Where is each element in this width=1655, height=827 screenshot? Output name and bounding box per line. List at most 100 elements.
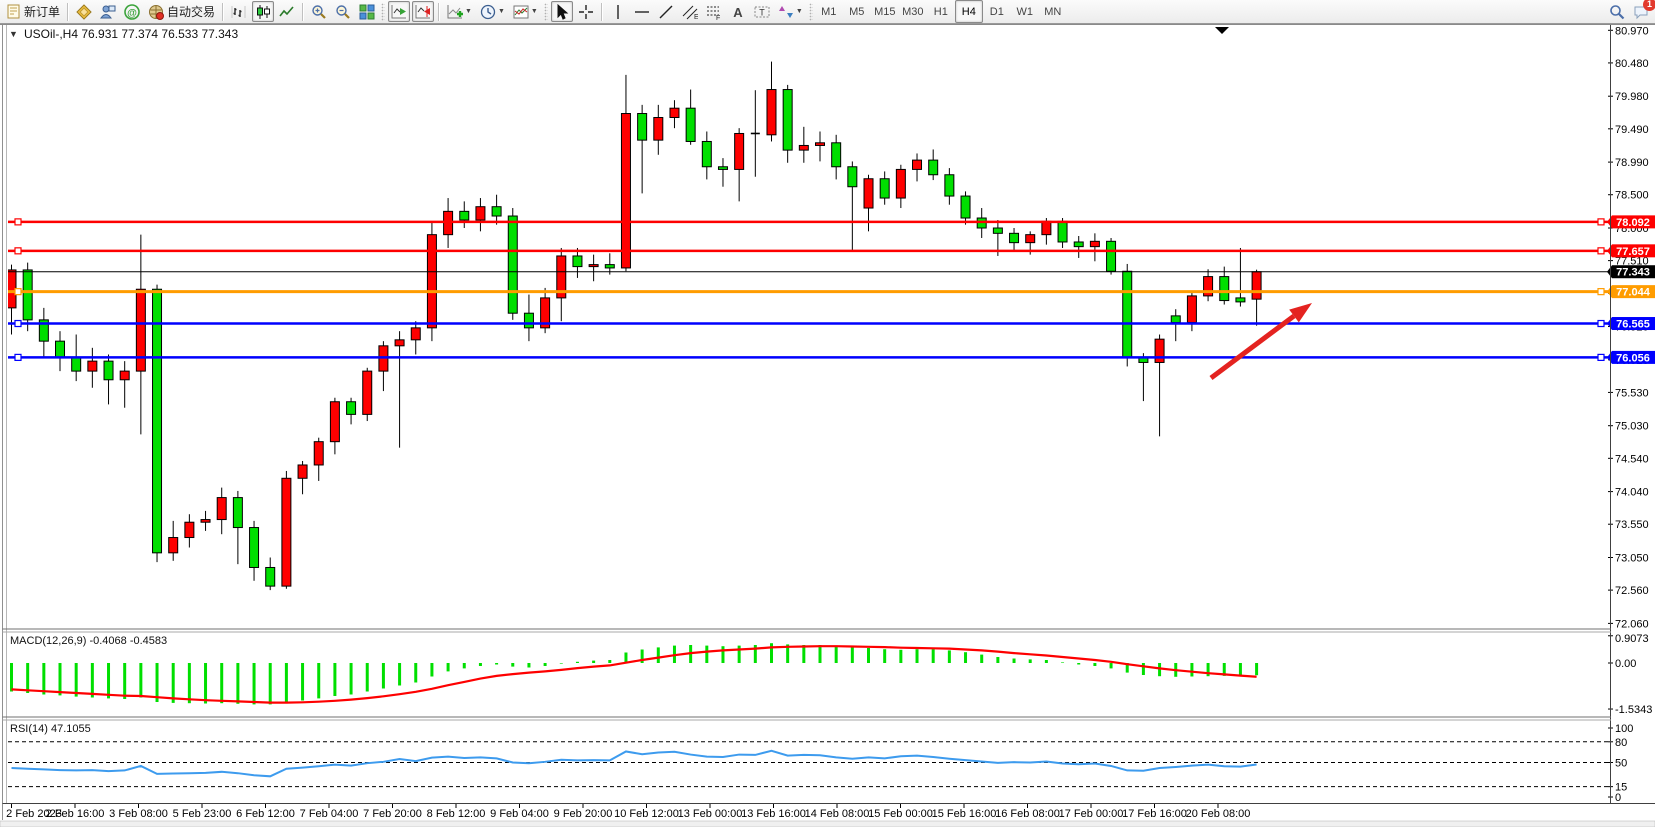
terminal-button[interactable]: @ <box>121 1 143 22</box>
price-line-label: 78.092 <box>1607 215 1655 229</box>
candle-down <box>831 142 842 168</box>
hline-handle[interactable] <box>1597 319 1605 328</box>
vline-icon <box>610 4 626 20</box>
macd-label: MACD(12,26,9) -0.4068 -0.4583 <box>10 635 167 647</box>
indicators-button[interactable]: ▼ <box>444 1 475 22</box>
market-watch-button[interactable] <box>73 1 95 22</box>
candle-down <box>523 312 534 329</box>
candle-up <box>1025 234 1036 244</box>
time-tick: 5 Feb 23:00 <box>173 808 232 820</box>
new-order-button[interactable]: 新订单 <box>3 1 63 22</box>
zoom-in-button[interactable] <box>308 1 330 22</box>
auto-trading-button-label: 自动交易 <box>167 5 216 19</box>
candle-up <box>216 497 227 521</box>
chart-canvas[interactable]: ▼ USOil-,H4 76.931 77.374 76.533 77.343 MA… <box>0 24 1655 827</box>
rsi-tick: 15 <box>1615 782 1627 794</box>
chart-dropdown-icon[interactable]: ▼ <box>9 29 18 39</box>
candle-up <box>556 255 567 299</box>
candle-down <box>717 166 728 170</box>
candle-up <box>1154 338 1165 363</box>
macd-tick: 0.00 <box>1615 658 1636 670</box>
timeframe-button-h4[interactable]: H4 <box>954 0 983 23</box>
svg-text:77.657: 77.657 <box>1616 246 1650 258</box>
arrow-annotation[interactable] <box>1209 303 1312 381</box>
hline-handle[interactable] <box>14 319 22 328</box>
periods-icon <box>480 4 496 20</box>
candle-up <box>540 297 551 329</box>
text-label-button[interactable]: T <box>751 1 773 22</box>
timeframe-button-w1[interactable]: W1 <box>1016 5 1034 18</box>
timeframe-button-m15[interactable]: M15 <box>874 5 896 18</box>
templates-button[interactable]: ▼ <box>510 1 541 22</box>
macd-tick: 0.9073 <box>1615 633 1649 645</box>
time-tick: 10 Feb 12:00 <box>614 808 679 820</box>
bar-chart-button[interactable] <box>228 1 250 22</box>
time-tick: 2 Feb 16:00 <box>46 808 105 820</box>
search-button[interactable] <box>1606 1 1628 22</box>
candle-down <box>103 360 114 381</box>
hline-handle[interactable] <box>1597 247 1605 255</box>
hline-handle[interactable] <box>1597 353 1605 362</box>
timeframe-button-d1[interactable]: D1 <box>989 5 1004 18</box>
chart-window[interactable]: ▼ USOil-,H4 76.931 77.374 76.533 77.343 MA… <box>0 24 1655 827</box>
equidistant-channel-button[interactable]: E <box>679 1 701 22</box>
hline-handle[interactable] <box>1597 288 1605 296</box>
timeframe-button-m30[interactable]: M30 <box>902 5 924 18</box>
hline-handle[interactable] <box>14 288 22 296</box>
zoom-out-button[interactable] <box>332 1 354 22</box>
bar-chart-icon <box>231 4 247 20</box>
hline-handle[interactable] <box>1597 218 1605 226</box>
timeframe-button-m1[interactable]: M1 <box>821 5 837 18</box>
hline-handle[interactable] <box>14 247 22 255</box>
candlestick-icon <box>255 4 271 20</box>
candlestick-chart-button[interactable] <box>252 1 275 22</box>
auto-scroll-button[interactable] <box>388 1 411 22</box>
candle-down <box>992 227 1003 234</box>
text-button[interactable]: A <box>727 1 749 22</box>
horizontal-line-button[interactable] <box>631 1 653 22</box>
new-order-icon <box>6 4 21 19</box>
arrows-button[interactable]: ▼ <box>775 1 806 22</box>
rsi-label: RSI(14) 47.1055 <box>10 723 91 735</box>
line-chart-icon <box>279 4 295 20</box>
arrow-shaft[interactable] <box>1209 313 1296 381</box>
candle-up <box>426 234 437 329</box>
time-tick: 9 Feb 04:00 <box>490 808 549 820</box>
candle-up <box>766 89 777 136</box>
chart-shift-button[interactable] <box>412 1 435 22</box>
hline-objects[interactable] <box>8 218 1608 362</box>
candle-up <box>620 113 631 269</box>
candle-down <box>1073 241 1084 248</box>
svg-text:77.044: 77.044 <box>1616 287 1651 299</box>
line-chart-button[interactable] <box>276 1 298 22</box>
timeframe-button-mn[interactable]: MN <box>1044 5 1062 18</box>
vertical-line-button[interactable] <box>607 1 629 22</box>
templates-icon <box>513 4 529 20</box>
price-line-label: 76.056 <box>1607 350 1655 364</box>
chart-shift-marker[interactable] <box>1215 27 1229 34</box>
fibonacci-button[interactable]: F <box>703 1 725 22</box>
time-tick: 15 Feb 16:00 <box>932 808 997 820</box>
hline-handle[interactable] <box>14 353 22 362</box>
hline-handle[interactable] <box>14 218 22 226</box>
candle-up <box>734 132 745 170</box>
navigator-button[interactable] <box>97 1 119 22</box>
periods-button[interactable]: ▼ <box>477 1 508 22</box>
trendline-button[interactable] <box>655 1 677 22</box>
candle-up <box>895 168 906 199</box>
candle-up <box>588 264 599 268</box>
timeframe-button-m5[interactable]: M5 <box>849 5 865 18</box>
candle-down <box>249 527 260 568</box>
chevron-down-icon: ▼ <box>497 8 505 15</box>
crosshair-button[interactable] <box>575 1 597 22</box>
candle-down <box>879 178 890 199</box>
chart-background <box>0 24 1655 827</box>
time-tick: 7 Feb 04:00 <box>300 808 359 820</box>
tile-windows-icon <box>359 4 375 20</box>
tile-windows-button[interactable] <box>356 1 378 22</box>
notifications-button[interactable]: 1 <box>1630 0 1655 22</box>
cursor-button[interactable] <box>550 1 573 22</box>
auto-trading-button[interactable]: 自动交易 <box>145 1 218 22</box>
timeframe-button-h1[interactable]: H1 <box>933 5 948 18</box>
candle-up <box>912 159 923 170</box>
